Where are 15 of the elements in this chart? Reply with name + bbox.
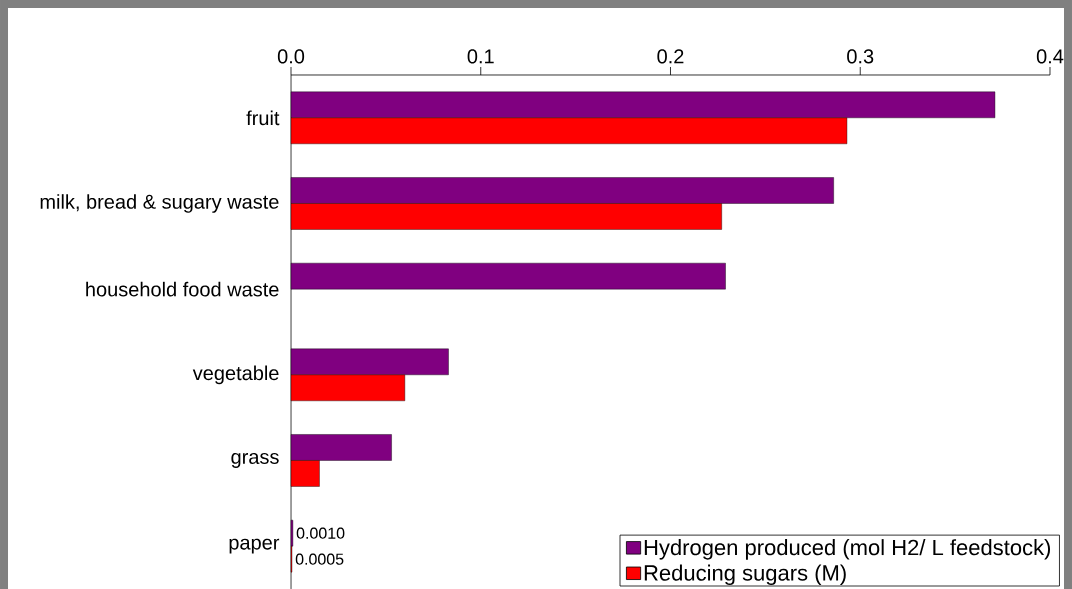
- legend-label: Reducing sugars (M): [644, 564, 846, 585]
- y-tick-label: milk, bread & sugary waste: [40, 193, 279, 213]
- x-tick-label: 0.4: [1036, 49, 1064, 64]
- data-label: 0.0005: [295, 553, 344, 565]
- legend-label: Hydrogen produced (mol H2/ L feedstock): [644, 538, 1051, 560]
- y-tick-label: paper: [229, 538, 280, 554]
- x-tick-label: 0.2: [657, 49, 684, 64]
- y-tick-label: household food waste: [86, 281, 279, 297]
- y-tick-label: grass: [231, 452, 279, 468]
- y-tick-label: fruit: [246, 110, 280, 125]
- x-tick-label: 0.1: [467, 49, 494, 64]
- x-tick-label: 0.3: [847, 49, 874, 64]
- data-label: 0.0010: [296, 527, 345, 539]
- y-tick-label: vegetable: [192, 365, 279, 384]
- x-tick-label: 0.0: [277, 49, 305, 64]
